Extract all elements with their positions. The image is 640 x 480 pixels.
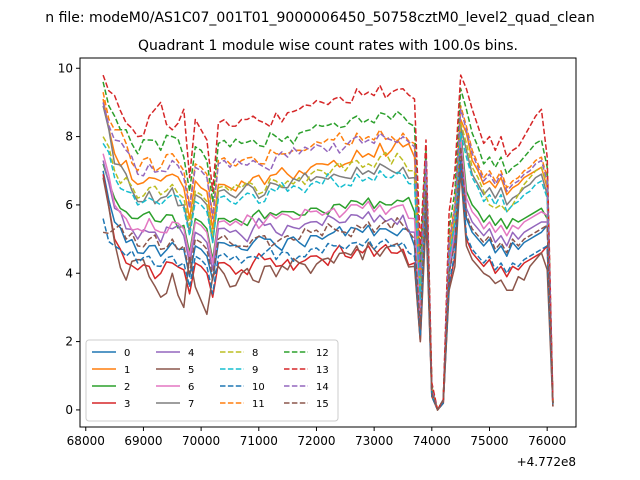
x-tick-label: 73000: [355, 434, 393, 448]
legend-label-12: 12: [316, 348, 329, 359]
legend-label-11: 11: [252, 399, 265, 410]
x-tick-label: 75000: [470, 434, 508, 448]
series-line-3: [102, 163, 554, 411]
series-line-0: [102, 142, 554, 411]
legend-label-6: 6: [188, 382, 194, 393]
x-tick-label: 70000: [182, 434, 220, 448]
series-layer: [102, 74, 554, 411]
legend-label-2: 2: [124, 382, 130, 393]
legend-label-0: 0: [124, 348, 130, 359]
x-tick-label: 69000: [124, 434, 162, 448]
x-tick-label: 71000: [240, 434, 278, 448]
figure-suptitle: n file: modeM0/AS1C07_001T01_9000006450_…: [45, 10, 594, 26]
series-line-10: [102, 159, 554, 411]
legend-label-4: 4: [188, 348, 194, 359]
legend-label-5: 5: [188, 365, 194, 376]
plot-frame: [79, 57, 577, 428]
series-line-6: [102, 135, 554, 411]
series-line-14: [102, 102, 554, 411]
series-line-13: [102, 74, 554, 411]
y-tick-label: 0: [65, 403, 73, 417]
y-tick-label: 2: [65, 335, 73, 349]
series-line-4: [102, 139, 554, 411]
x-offset-label: +4.772e8: [517, 455, 576, 469]
legend-box: [85, 339, 339, 422]
series-line-15: [102, 146, 554, 411]
x-tick-label: 72000: [297, 434, 335, 448]
series-line-11: [102, 92, 554, 411]
legend-label-1: 1: [124, 365, 130, 376]
series-line-9: [102, 132, 554, 411]
y-tick-label: 6: [65, 198, 73, 212]
legend-label-15: 15: [316, 399, 329, 410]
y-tick-label: 10: [58, 61, 73, 75]
axes-ticks: 68000 69000 70000 71000 72000 73000 74000 75000…: [58, 61, 567, 448]
x-tick-label: 68000: [67, 434, 105, 448]
x-tick-label: 74000: [413, 434, 451, 448]
y-tick-label: 8: [65, 130, 73, 144]
y-tick-label: 4: [65, 266, 73, 280]
legend-label-14: 14: [316, 382, 329, 393]
legend-label-3: 3: [124, 399, 130, 410]
legend-label-13: 13: [316, 365, 329, 376]
chart-title: Quadrant 1 module wise count rates with …: [138, 38, 518, 54]
legend-label-8: 8: [252, 348, 258, 359]
legend-label-7: 7: [188, 399, 194, 410]
series-line-7: [102, 105, 554, 411]
legend-label-10: 10: [252, 382, 265, 393]
series-line-2: [102, 129, 554, 411]
legend-label-9: 9: [252, 365, 258, 376]
series-line-8: [102, 122, 554, 411]
series-line-12: [102, 81, 554, 411]
x-tick-label: 76000: [528, 434, 566, 448]
series-line-1: [102, 98, 554, 411]
series-line-5: [102, 170, 554, 411]
